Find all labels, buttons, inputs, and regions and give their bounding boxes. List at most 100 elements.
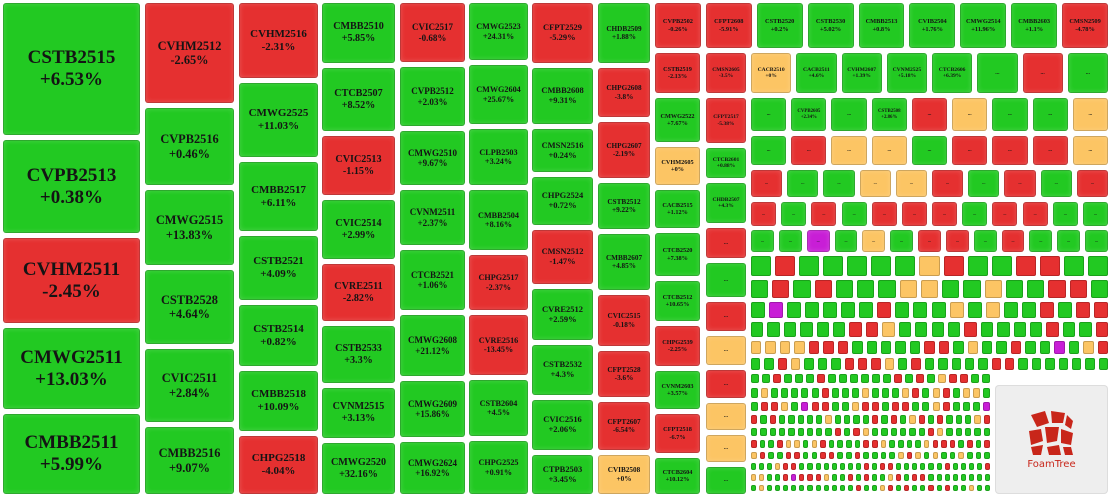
small-tile[interactable] <box>902 388 910 398</box>
tile[interactable]: CVIC2515 -0.18% <box>598 295 650 346</box>
small-tile[interactable] <box>918 415 925 424</box>
small-tile[interactable] <box>806 374 814 383</box>
small-tile[interactable] <box>787 302 802 318</box>
small-tile[interactable] <box>880 341 892 354</box>
small-tile[interactable] <box>888 474 894 481</box>
small-tile[interactable] <box>878 280 896 298</box>
small-tile[interactable] <box>844 358 854 370</box>
small-tile[interactable] <box>944 474 950 481</box>
tile[interactable]: CHDB2509 +1.88% <box>598 3 650 63</box>
small-tile[interactable] <box>924 358 935 370</box>
tile[interactable]: ... <box>1076 170 1108 197</box>
small-tile[interactable] <box>890 428 897 436</box>
small-tile[interactable] <box>952 474 958 481</box>
small-tile[interactable] <box>811 452 818 459</box>
small-tile[interactable] <box>872 374 880 383</box>
small-tile[interactable] <box>932 402 940 411</box>
small-tile[interactable] <box>972 388 980 398</box>
tile[interactable]: CMBB2511 +5.99% <box>3 414 140 494</box>
small-tile[interactable] <box>972 402 980 411</box>
small-tile[interactable] <box>859 302 874 318</box>
tile[interactable]: CMWG2515 +13.83% <box>145 190 234 265</box>
small-tile[interactable] <box>1003 302 1018 318</box>
small-tile[interactable] <box>1075 302 1090 318</box>
tile[interactable]: CSTB2514 +0.82% <box>239 305 318 366</box>
tile[interactable]: CVHM2516 -2.31% <box>239 3 318 78</box>
tile[interactable]: CTPB2503 +3.45% <box>532 455 593 494</box>
small-tile[interactable] <box>928 474 934 481</box>
tile[interactable]: CSTB2508 +2.86% <box>871 98 907 131</box>
small-tile[interactable] <box>751 256 772 276</box>
small-tile[interactable] <box>769 302 784 318</box>
small-tile[interactable] <box>751 280 769 298</box>
tile[interactable]: ... <box>945 230 969 252</box>
small-tile[interactable] <box>768 440 774 448</box>
small-tile[interactable] <box>751 374 759 383</box>
tile[interactable]: CHPG2608 -3.8% <box>598 68 650 117</box>
small-tile[interactable] <box>855 474 861 481</box>
small-tile[interactable] <box>974 428 981 436</box>
small-tile[interactable] <box>788 415 795 424</box>
small-tile[interactable] <box>880 452 887 459</box>
small-tile[interactable] <box>791 388 799 398</box>
small-tile[interactable] <box>807 463 813 470</box>
small-tile[interactable] <box>1071 358 1082 370</box>
small-tile[interactable] <box>871 256 892 276</box>
tile[interactable]: ... <box>751 170 783 197</box>
small-tile[interactable] <box>975 440 982 448</box>
small-tile[interactable] <box>922 388 930 398</box>
small-tile[interactable] <box>938 341 950 354</box>
small-tile[interactable] <box>751 358 761 370</box>
small-tile[interactable] <box>965 428 972 436</box>
tile[interactable]: ... <box>1082 202 1108 226</box>
small-tile[interactable] <box>751 452 757 459</box>
small-tile[interactable] <box>1005 358 1015 370</box>
tile[interactable]: ... <box>706 370 746 398</box>
tile[interactable]: ... <box>1032 98 1068 131</box>
tile[interactable]: ... <box>1057 230 1081 252</box>
small-tile[interactable] <box>924 341 935 354</box>
tile[interactable]: CSTB2533 +3.3% <box>322 326 395 383</box>
tile[interactable]: ... <box>787 170 819 197</box>
small-tile[interactable] <box>772 280 790 298</box>
small-tile[interactable] <box>943 256 964 276</box>
small-tile[interactable] <box>853 428 860 436</box>
small-tile[interactable] <box>834 415 842 424</box>
small-tile[interactable] <box>915 440 921 448</box>
tile[interactable]: CMBB2517 +6.11% <box>239 162 318 231</box>
small-tile[interactable] <box>982 402 990 411</box>
small-tile[interactable] <box>936 463 942 470</box>
tile[interactable]: CSTB2515 +6.53% <box>3 3 140 135</box>
small-tile[interactable] <box>872 440 878 448</box>
small-tile[interactable] <box>761 402 769 411</box>
tile[interactable]: ... <box>1029 230 1053 252</box>
small-tile[interactable] <box>962 402 970 411</box>
small-tile[interactable] <box>1031 358 1042 370</box>
small-tile[interactable] <box>872 388 880 398</box>
small-tile[interactable] <box>947 322 961 337</box>
small-tile[interactable] <box>862 428 869 436</box>
tile[interactable]: ... <box>831 98 867 131</box>
small-tile[interactable] <box>823 256 844 276</box>
tile[interactable]: CMBB2607 +4.85% <box>598 234 650 290</box>
tile[interactable]: ... <box>751 230 774 252</box>
small-tile[interactable] <box>880 463 886 470</box>
small-tile[interactable] <box>825 415 832 424</box>
small-tile[interactable] <box>839 463 845 470</box>
small-tile[interactable] <box>920 474 926 481</box>
small-tile[interactable] <box>821 402 829 411</box>
small-tile[interactable] <box>817 374 825 383</box>
tile[interactable]: CVIB2504 +1.76% <box>909 3 956 48</box>
small-tile[interactable] <box>897 440 904 448</box>
small-tile[interactable] <box>854 452 861 459</box>
small-tile[interactable] <box>801 402 809 411</box>
tile[interactable]: CHPG2539 -2.25% <box>655 326 700 366</box>
small-tile[interactable] <box>1025 341 1036 354</box>
small-tile[interactable] <box>946 415 953 424</box>
small-tile[interactable] <box>983 415 990 424</box>
tile[interactable]: ... <box>1004 170 1036 197</box>
small-tile[interactable] <box>866 341 877 354</box>
small-tile[interactable] <box>806 415 814 424</box>
tile[interactable]: ... <box>952 98 988 131</box>
small-tile[interactable] <box>962 388 970 398</box>
